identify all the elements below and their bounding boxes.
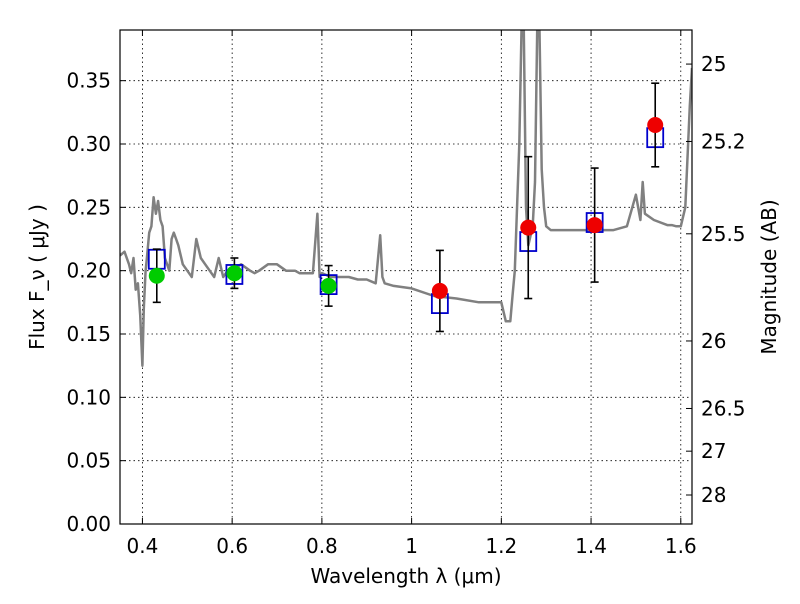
right-tick-label: 25: [701, 52, 726, 76]
y-tick-label: 0.15: [66, 322, 111, 346]
right-tick-label: 26: [701, 329, 726, 353]
spectrum-line: [120, 30, 692, 367]
data-point: [226, 265, 243, 282]
y-tick-label: 0.35: [66, 69, 111, 93]
right-tick-label: 26.5: [701, 396, 746, 420]
x-tick-label: 0.6: [216, 534, 248, 558]
data-point: [431, 282, 448, 299]
plot-series: [120, 30, 692, 367]
y-axis-right-label: Magnitude (AB): [757, 199, 781, 354]
data-point: [320, 277, 337, 294]
right-tick-label: 25.5: [701, 222, 746, 246]
plot-frame: [119, 29, 693, 525]
x-tick-label: 0.4: [127, 534, 159, 558]
x-tick-label: 1.2: [485, 534, 517, 558]
y-tick-label: 0.05: [66, 449, 111, 473]
y-tick-label: 0.30: [66, 132, 111, 156]
right-tick-label: 25.2: [701, 129, 746, 153]
right-tick-label: 27: [701, 439, 726, 463]
data-point: [148, 267, 165, 284]
axis-ticks: 0.4 0.6 0.8 1 1.2 1.4 1.6 0.00 0.05 0.10 0.15 0.20 0…: [66, 30, 746, 558]
axes-frame: [119, 29, 693, 525]
y-tick-label: 0.00: [66, 512, 111, 536]
x-tick-label: 1.4: [575, 534, 607, 558]
y-tick-label: 0.20: [66, 259, 111, 283]
y-axis-label: Flux F_ν ( μJy ): [25, 204, 49, 350]
data-point: [586, 217, 603, 234]
x-axis-label: Wavelength λ (μm): [310, 564, 501, 588]
x-tick-label: 1: [405, 534, 418, 558]
data-point: [520, 219, 537, 236]
x-tick-label: 0.8: [306, 534, 338, 558]
x-tick-label: 1.6: [665, 534, 697, 558]
y-tick-label: 0.25: [66, 195, 111, 219]
grid: [120, 30, 692, 525]
y-tick-label: 0.10: [66, 385, 111, 409]
data-point: [647, 117, 664, 133]
right-tick-label: 28: [701, 483, 726, 507]
